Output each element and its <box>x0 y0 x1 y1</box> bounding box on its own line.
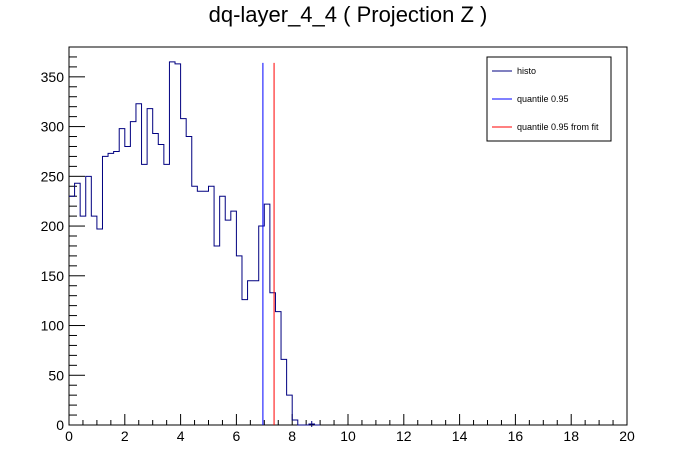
x-tick-label: 8 <box>288 428 296 444</box>
y-tick-label: 200 <box>41 218 65 234</box>
y-tick-label: 250 <box>41 168 65 184</box>
x-tick-label: 10 <box>340 428 356 444</box>
x-tick-label: 0 <box>65 428 73 444</box>
x-tick-label: 20 <box>619 428 635 444</box>
x-tick-label: 2 <box>121 428 129 444</box>
y-tick-label: 350 <box>41 69 65 85</box>
legend-label: quantile 0.95 from fit <box>517 122 599 132</box>
y-tick-label: 0 <box>56 417 64 433</box>
x-tick-label: 6 <box>233 428 241 444</box>
x-tick-label: 18 <box>563 428 579 444</box>
y-tick-label: 50 <box>48 367 64 383</box>
legend-label: histo <box>517 66 536 76</box>
plot-area <box>69 61 321 428</box>
chart-title: dq-layer_4_4 ( Projection Z ) <box>209 2 488 27</box>
histogram-series <box>69 61 321 426</box>
y-tick-label: 100 <box>41 318 65 334</box>
y-tick-label: 300 <box>41 119 65 135</box>
x-tick-label: 4 <box>177 428 185 444</box>
x-tick-label: 14 <box>452 428 468 444</box>
x-tick-label: 12 <box>396 428 412 444</box>
x-tick-label: 16 <box>508 428 524 444</box>
y-tick-label: 150 <box>41 268 65 284</box>
legend: histo quantile 0.95 quantile 0.95 from fit <box>486 56 612 142</box>
legend-label: quantile 0.95 <box>517 94 569 104</box>
